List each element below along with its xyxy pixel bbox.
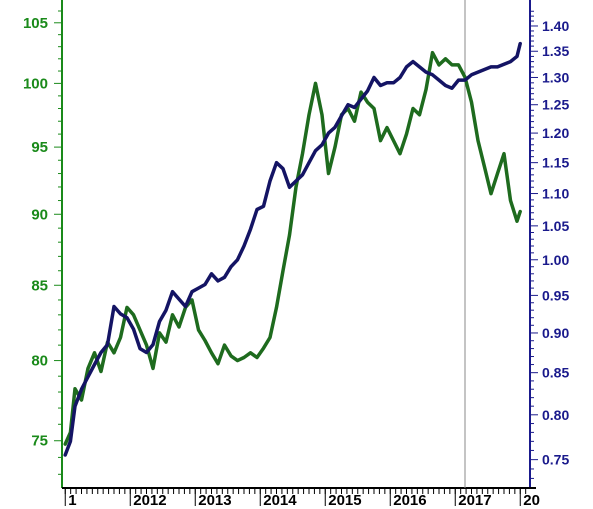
- right-tick-label: 1.10: [542, 186, 569, 202]
- x-tick-label: 1: [68, 492, 76, 509]
- left-tick-label: 85: [31, 277, 48, 294]
- right-tick-label: 0.95: [542, 287, 569, 303]
- right-tick-label: 1.30: [542, 69, 569, 85]
- left-tick-label: 100: [23, 75, 48, 92]
- right-tick-label: 1.05: [542, 218, 569, 234]
- right-tick-label: 1.20: [542, 125, 569, 141]
- left-tick-label: 90: [31, 206, 48, 223]
- navy-series-line: [63, 41, 522, 457]
- right-tick-label: 0.75: [542, 452, 569, 468]
- right-tick-label: 1.15: [542, 155, 569, 171]
- x-tick-label: 2016: [393, 492, 426, 509]
- left-axis-ticks: 75 80 85 90 95 100 105: [23, 10, 62, 475]
- chart-axes: [61, 0, 536, 489]
- right-tick-label: 1.25: [542, 97, 569, 113]
- x-tick-label: 2017: [458, 492, 491, 509]
- x-axis-ticks: 1 2012 2013 2014 2015 2016 2017 20: [64, 488, 540, 509]
- left-tick-label: 80: [31, 353, 48, 370]
- x-tick-label: 2012: [133, 492, 166, 509]
- x-tick-label: 2014: [263, 492, 297, 509]
- x-tick-label: 2015: [328, 492, 361, 509]
- right-tick-label: 0.85: [542, 365, 569, 381]
- left-tick-label: 105: [23, 15, 48, 32]
- x-tick-label: 2013: [198, 492, 231, 509]
- series-lines: [63, 41, 522, 457]
- right-tick-label: 0.80: [542, 407, 569, 423]
- right-axis-ticks: 0.75 0.80 0.85 0.90 0.95 1.00 1.05 1.10 1.15 1.20…: [530, 10, 569, 479]
- left-tick-label: 75: [31, 433, 48, 450]
- right-tick-label: 1.00: [542, 252, 569, 268]
- right-tick-label: 1.35: [542, 43, 569, 59]
- left-tick-label: 95: [31, 139, 48, 156]
- right-tick-label: 1.40: [542, 18, 569, 34]
- x-tick-label: 20: [523, 492, 540, 509]
- green-series-line: [63, 50, 522, 446]
- right-tick-label: 0.90: [542, 325, 569, 341]
